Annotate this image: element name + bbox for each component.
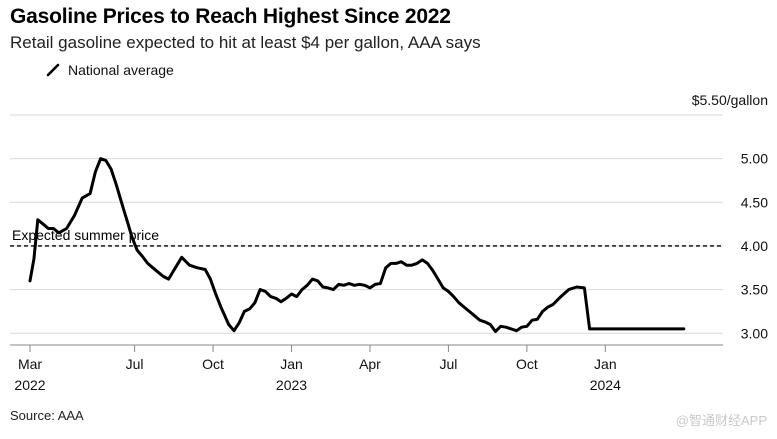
x-tick-label: Oct — [202, 356, 224, 372]
x-tick-year-label: 2024 — [590, 377, 621, 393]
series-line-national-average — [28, 157, 686, 333]
x-tick-year-label: 2023 — [276, 377, 307, 393]
y-tick-label: 3.50 — [741, 282, 768, 298]
legend: National average — [46, 62, 174, 78]
y-tick-label: 4.00 — [741, 238, 768, 254]
y-unit-label: $5.50/gallon — [692, 92, 768, 108]
y-tick-label: 5.00 — [741, 151, 768, 167]
reference-line-label: Expected summer price — [12, 227, 159, 243]
x-tick-label: Jan — [594, 356, 617, 372]
legend-line-icon — [46, 63, 60, 77]
chart-subtitle: Retail gasoline expected to hit at least… — [10, 33, 481, 52]
line-chart: $5.50/gallon 5.00 4.50 4.00 3.50 3.00 Mar 2022… — [10, 92, 768, 393]
y-tick-label: 3.00 — [741, 325, 768, 341]
legend-label: National average — [68, 62, 174, 78]
x-tick-label: Jan — [280, 356, 303, 372]
x-tick-label: Jul — [439, 356, 457, 372]
x-tick-label: Apr — [359, 356, 381, 372]
watermark: @智通财经APP — [675, 413, 767, 428]
x-tick-label: Jul — [126, 356, 144, 372]
x-tick-label: Mar — [18, 356, 42, 372]
source-note: Source: AAA — [10, 408, 84, 423]
y-tick-label: 4.50 — [741, 194, 768, 210]
chart-title: Gasoline Prices to Reach Highest Since 2… — [10, 5, 451, 28]
x-tick-year-label: 2022 — [14, 377, 45, 393]
x-tick-label: Oct — [516, 356, 538, 372]
